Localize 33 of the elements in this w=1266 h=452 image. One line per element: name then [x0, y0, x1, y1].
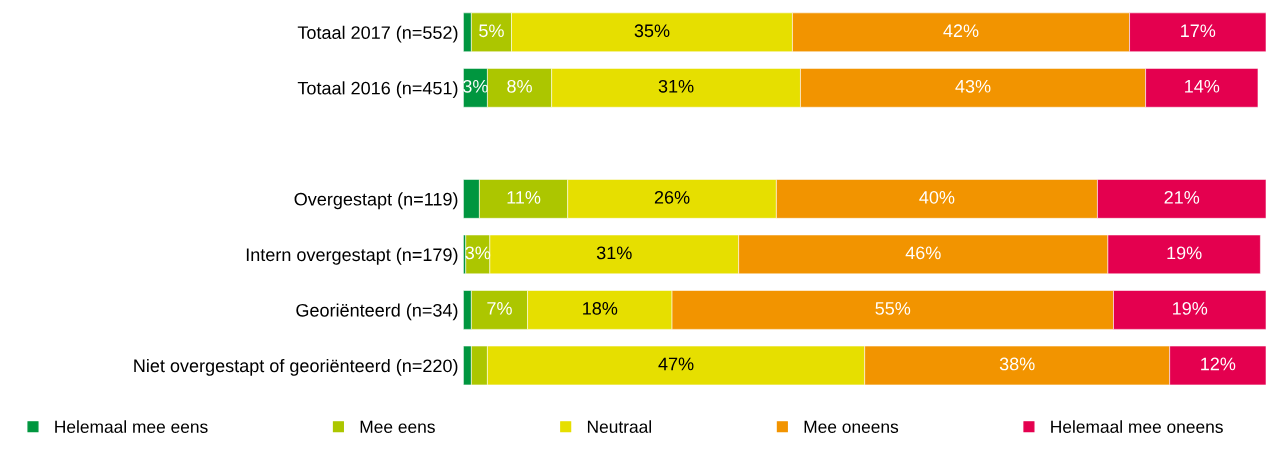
data-label: 12% — [1201, 357, 1236, 371]
data-label: 8% — [507, 79, 532, 93]
data-label: 31% — [596, 246, 632, 260]
data-label: 5% — [479, 24, 504, 38]
data-label: 42% — [943, 24, 979, 38]
y-tick-label: Totaal 2017 (n=552) — [297, 25, 458, 43]
data-label: 35% — [634, 24, 670, 38]
data-label: 55% — [875, 302, 911, 315]
y-tick-label: Overgestapt (n=119) — [294, 192, 458, 210]
legend-label: Helemaal mee oneens — [1051, 420, 1223, 433]
data-label: 18% — [583, 302, 618, 315]
data-label: 31% — [658, 79, 694, 93]
data-label: 7% — [487, 302, 512, 315]
data-label: 26% — [654, 190, 690, 204]
data-label: 40% — [919, 190, 955, 204]
data-label: 38% — [999, 357, 1035, 371]
data-label: 19% — [1167, 246, 1202, 260]
data-label: 46% — [905, 246, 941, 260]
legend-label: Neutraal — [587, 420, 651, 433]
legend-label: Helemaal mee eens — [55, 420, 208, 433]
y-tick-label: Niet overgestapt of georiënteerd (n=220) — [134, 358, 458, 376]
legend-label: Mee oneens — [804, 420, 899, 433]
y-tick-label: Georiënteerd (n=34) — [296, 303, 458, 321]
legend-label: Mee eens — [360, 420, 435, 433]
data-label: 17% — [1181, 24, 1216, 38]
y-tick-label: Intern overgestapt (n=179) — [246, 247, 458, 265]
data-label: 21% — [1164, 190, 1200, 204]
y-tick-label: Totaal 2016 (n=451) — [297, 81, 458, 99]
data-label: 11% — [507, 191, 541, 204]
data-label: 19% — [1173, 302, 1208, 315]
data-label: 43% — [955, 79, 991, 93]
data-label: 47% — [658, 357, 694, 371]
data-label: 14% — [1185, 79, 1220, 93]
